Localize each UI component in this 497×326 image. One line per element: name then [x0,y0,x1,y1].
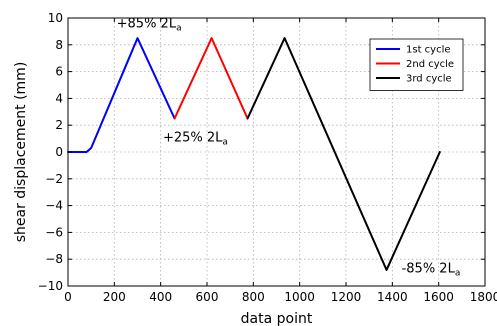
legend-label-2: 2nd cycle [406,59,454,70]
y-tick-label: 0 [55,145,63,159]
x-tick-label: 600 [196,290,219,304]
x-tick-label: 400 [149,290,172,304]
series-lines [67,37,441,271]
y-tick-label: 10 [48,11,63,25]
x-tick-label: 0 [64,290,72,304]
legend-label-1: 1st cycle [406,45,451,56]
annotation-subscript: a [222,137,228,147]
axis-ticks [67,17,486,287]
y-tick-label: −10 [38,279,63,293]
annotation-subscript: a [455,269,461,279]
annotations: +85% 2La +25% 2La -85% 2La [117,16,461,278]
y-tick-label: −8 [45,252,63,266]
series-line-2 [173,37,249,120]
x-tick-label: 1200 [331,290,362,304]
y-tick-label: −6 [45,225,63,239]
x-axis-title: data point [241,311,313,326]
legend-label-3: 3rd cycle [406,74,452,85]
x-tick-label: 1400 [377,290,408,304]
y-tick-label: −4 [45,199,63,213]
x-tick-label: 800 [242,290,265,304]
annotation-1: +85% 2La [117,16,182,33]
y-tick-label: 6 [55,65,63,79]
series-line-1 [67,37,176,153]
y-axis-title: shear displacement (mm) [13,62,29,243]
annotation-2: +25% 2La [163,130,228,147]
y-tick-label: 2 [55,118,63,132]
y-tick-label: −2 [45,172,63,186]
series-line-3 [246,37,441,271]
x-tick-label: 200 [103,290,126,304]
legend: 1st cycle 2nd cycle 3rd cycle [369,38,464,91]
x-tick-label: 1000 [284,290,315,304]
annotation-3: -85% 2La [402,262,461,279]
y-tick-label: 8 [55,38,63,52]
legend-box [369,38,464,91]
y-tick-label: 4 [55,91,63,105]
annotation-subscript: a [176,23,182,33]
x-tick-label: 1600 [423,290,454,304]
tick-labels: 0 200 400 600 800 1000 1200 1400 1600 1800 −10 −8 −6… [38,11,497,304]
x-tick-label: 1800 [470,290,497,304]
